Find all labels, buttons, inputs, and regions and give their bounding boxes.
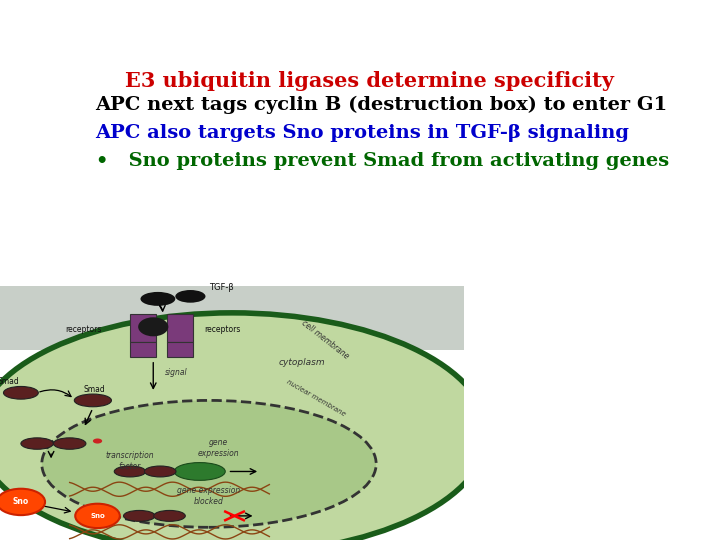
Ellipse shape [175, 290, 205, 303]
Text: Sno: Sno [13, 497, 29, 507]
Bar [167, 342, 193, 357]
Text: transcription
factor: transcription factor [106, 451, 154, 470]
Text: receptors: receptors [204, 325, 240, 334]
Ellipse shape [74, 394, 112, 407]
Ellipse shape [114, 466, 146, 477]
Circle shape [93, 438, 102, 443]
Ellipse shape [21, 438, 53, 449]
Ellipse shape [153, 510, 185, 521]
Ellipse shape [145, 466, 176, 477]
Text: signal: signal [165, 368, 187, 377]
Bar [130, 314, 156, 342]
Ellipse shape [53, 438, 86, 449]
Text: Smad: Smad [0, 377, 19, 386]
Text: gene
expression: gene expression [197, 438, 239, 457]
Text: APC also targets Sno proteins in TGF-β signaling: APC also targets Sno proteins in TGF-β s… [96, 124, 629, 142]
Text: nuclear membrane: nuclear membrane [285, 379, 346, 417]
Ellipse shape [4, 387, 38, 399]
Text: Sno: Sno [90, 513, 105, 519]
Ellipse shape [124, 510, 155, 521]
Text: Smad: Smad [84, 384, 105, 394]
Ellipse shape [0, 313, 487, 540]
Text: APC next tags cyclin B (destruction box) to enter G1: APC next tags cyclin B (destruction box)… [96, 96, 668, 114]
Text: receptors: receptors [66, 325, 102, 334]
Bar [0, 286, 464, 350]
Text: cytoplasm: cytoplasm [279, 358, 325, 367]
Circle shape [75, 504, 120, 528]
Text: gene expression
blocked: gene expression blocked [177, 487, 240, 506]
Ellipse shape [138, 318, 168, 336]
Text: E3 ubiquitin ligases determine specificity: E3 ubiquitin ligases determine specifici… [125, 71, 613, 91]
Text: •   Sno proteins prevent Smad from activating genes: • Sno proteins prevent Smad from activat… [96, 152, 669, 170]
Text: cell membrane: cell membrane [300, 318, 351, 361]
Bar [167, 314, 193, 342]
Circle shape [0, 489, 45, 515]
Ellipse shape [140, 292, 175, 306]
Bar [130, 342, 156, 357]
Ellipse shape [42, 401, 376, 527]
Text: TGF-β: TGF-β [209, 283, 234, 292]
Ellipse shape [174, 463, 225, 481]
